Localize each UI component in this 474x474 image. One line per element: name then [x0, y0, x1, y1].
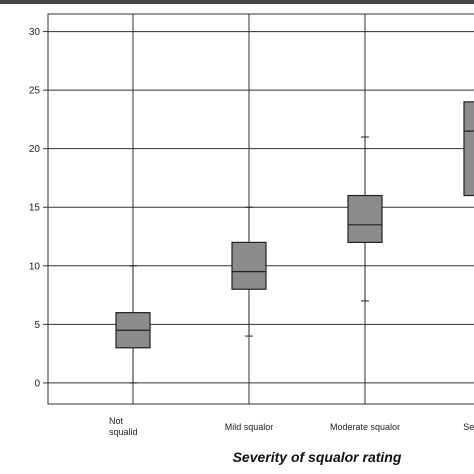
y-tick-label: 5 [34, 320, 40, 331]
x-category-label: squalid [109, 427, 138, 437]
iqr-box [463, 101, 474, 197]
x-category-label: Moderate squalor [330, 422, 400, 432]
x-category-label: Severe s [463, 422, 474, 432]
y-tick-label: 20 [29, 144, 41, 155]
box-1 [115, 265, 151, 384]
x-category-label: Mild squalor [225, 422, 274, 432]
y-tick-label: 0 [34, 378, 40, 389]
gridlines [48, 14, 474, 404]
box-4 [463, 101, 474, 197]
box-series [115, 101, 474, 384]
iqr-box [231, 241, 267, 290]
iqr-box [347, 194, 383, 243]
x-category-label: Not [109, 416, 124, 426]
y-tick-label: 10 [29, 261, 41, 272]
box-2 [231, 206, 267, 337]
top-border-bar [0, 0, 474, 4]
y-tick-label: 25 [29, 86, 41, 97]
box-3 [347, 136, 383, 302]
y-tick-label: 30 [29, 27, 41, 38]
y-tick-label: 15 [29, 203, 41, 214]
y-axis: 0 5 10 15 20 25 30 [29, 27, 48, 389]
plot-area-frame [47, 13, 474, 405]
x-axis-title: Severity of squalor rating [233, 449, 402, 465]
